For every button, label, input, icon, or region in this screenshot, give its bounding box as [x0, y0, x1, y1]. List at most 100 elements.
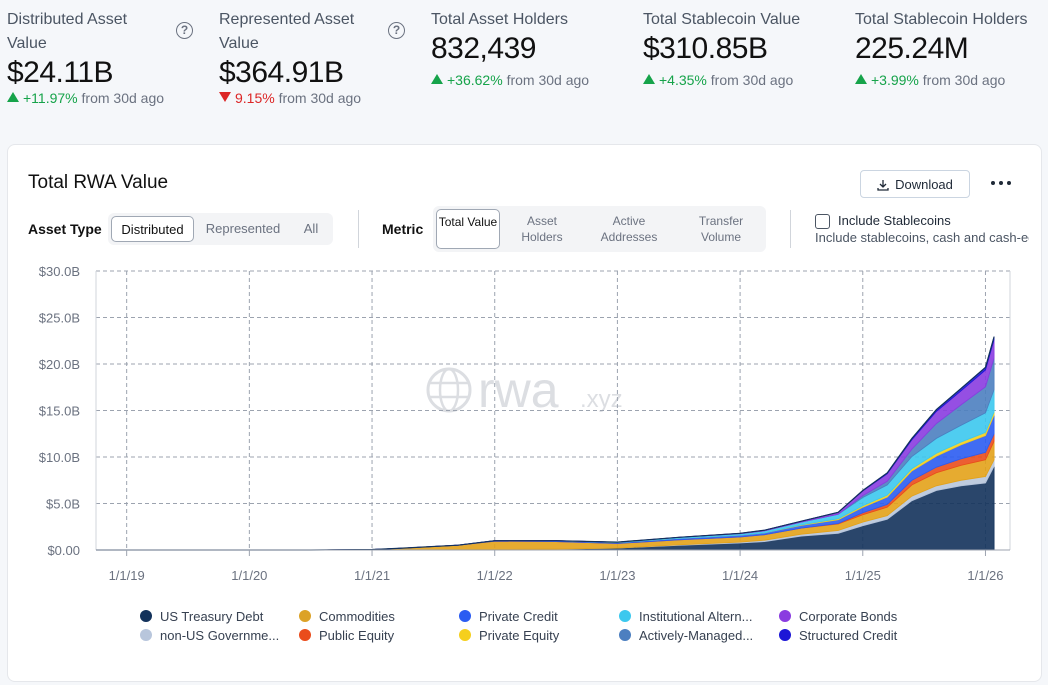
help-icon[interactable]: ?	[388, 22, 405, 39]
legend-item[interactable]: Institutional Altern...	[619, 609, 752, 624]
legend-swatch	[299, 629, 311, 641]
arrow-up-icon	[431, 74, 443, 84]
legend-item[interactable]: Private Equity	[459, 628, 559, 643]
legend-swatch	[140, 610, 152, 622]
stat-value: 225.24M	[855, 32, 969, 65]
stat-change-suffix: from 30d ago	[278, 90, 362, 106]
legend-item[interactable]: Corporate Bonds	[779, 609, 897, 624]
y-tick-label: $0.00	[47, 543, 80, 558]
globe-icon	[426, 367, 472, 413]
x-tick-label: 1/1/19	[109, 568, 145, 583]
x-tick-label: 1/1/23	[599, 568, 635, 583]
axis-layer: $0.00 $5.0B $10.0B $15.0B $20.0B $25.0B $30.0B…	[39, 264, 1010, 583]
total-line	[96, 336, 995, 551]
legend-label: Private Credit	[479, 609, 558, 624]
y-tick-label: $25.0B	[39, 311, 80, 326]
arrow-up-icon	[643, 74, 655, 84]
metric-transfer-volume[interactable]: Transfer Volume	[698, 214, 744, 244]
asset-type-distributed[interactable]: Distributed	[111, 216, 194, 242]
asset-type-represented[interactable]: Represented	[205, 221, 281, 236]
legend-swatch	[459, 610, 471, 622]
stat-change: +4.35% from 30d ago	[643, 72, 843, 88]
include-stablecoins-description: Include stablecoins, cash and cash-ec	[815, 230, 1029, 245]
y-tick-label: $20.0B	[39, 357, 80, 372]
legend-swatch	[140, 629, 152, 641]
arrow-up-icon	[7, 92, 19, 102]
x-tick-label: 1/1/21	[354, 568, 390, 583]
asset-type-selector: Distributed Represented All	[108, 213, 333, 245]
stat-change-suffix: from 30d ago	[922, 72, 1006, 88]
asset-type-label: Asset Type	[28, 221, 102, 237]
legend-label: Corporate Bonds	[799, 609, 898, 624]
card-title: Total RWA Value	[28, 172, 169, 193]
metric-asset-holders[interactable]: Asset Holders	[521, 214, 563, 244]
stats-row: Distributed Asset Value $24.11B +11.97% …	[0, 0, 1048, 140]
metric-selector: Total Value Asset Holders Active Address…	[433, 206, 766, 252]
x-tick-label: 1/1/24	[722, 568, 758, 583]
stat-change-suffix: from 30d ago	[710, 72, 794, 88]
include-stablecoins-label[interactable]: Include Stablecoins	[838, 213, 951, 228]
x-tick-label: 1/1/25	[845, 568, 881, 583]
stat-change-value: +36.62%	[447, 72, 503, 88]
stat-label: Represented Asset Value	[219, 11, 355, 52]
stat-total-asset-holders: Total Asset Holders 832,439 +36.62% from…	[431, 8, 631, 88]
help-icon[interactable]: ?	[176, 22, 193, 39]
stat-change-value: +3.99%	[871, 72, 919, 88]
arrow-up-icon	[855, 74, 867, 84]
include-stablecoins-checkbox[interactable]	[815, 214, 830, 229]
chart-legend: US Treasury Debt Commodities Private Cre…	[8, 605, 1043, 655]
legend-swatch	[299, 610, 311, 622]
divider	[358, 210, 359, 248]
legend-item[interactable]: Commodities	[299, 609, 395, 624]
stat-change-suffix: from 30d ago	[506, 72, 590, 88]
asset-type-all[interactable]: All	[303, 221, 319, 236]
x-tick-label: 1/1/22	[477, 568, 513, 583]
stat-change: +36.62% from 30d ago	[431, 72, 631, 88]
stat-label: Total Asset Holders	[431, 11, 568, 28]
legend-label: Public Equity	[319, 628, 395, 643]
y-tick-label: $15.0B	[39, 404, 80, 419]
legend-item[interactable]: Actively-Managed...	[619, 628, 753, 643]
legend-swatch	[619, 629, 631, 641]
download-button[interactable]: Download	[860, 170, 970, 198]
watermark-suffix: .xyz	[580, 386, 623, 413]
stat-value: $24.11B	[7, 56, 114, 89]
download-icon	[877, 179, 889, 191]
download-label: Download	[895, 176, 953, 192]
stat-distributed-asset-value: Distributed Asset Value $24.11B +11.97% …	[7, 8, 207, 106]
legend-item[interactable]: US Treasury Debt	[140, 609, 263, 624]
stat-represented-asset-value: Represented Asset Value $364.91B 9.15% f…	[219, 8, 419, 106]
x-tick-label: 1/1/26	[967, 568, 1003, 583]
x-tick-label: 1/1/20	[231, 568, 267, 583]
y-tick-label: $30.0B	[39, 264, 80, 279]
legend-item[interactable]: non-US Governme...	[140, 628, 279, 643]
more-options-icon[interactable]	[991, 175, 1015, 191]
divider	[790, 210, 791, 248]
rwa-watermark: rwa .xyz	[426, 362, 623, 418]
legend-item[interactable]: Public Equity	[299, 628, 394, 643]
legend-item[interactable]: Private Credit	[459, 609, 558, 624]
metric-label: Metric	[382, 221, 424, 237]
stat-change: +11.97% from 30d ago	[7, 90, 207, 106]
legend-label: Structured Credit	[799, 628, 898, 643]
rwa-area-chart: rwa .xyz $0.00 $5.0B $10.0B $15.0B $20.0B $25…	[39, 264, 1011, 583]
metric-total-value[interactable]: Total Value	[436, 209, 500, 249]
metric-active-addresses[interactable]: Active Addresses	[600, 214, 658, 244]
stat-change-suffix: from 30d ago	[81, 90, 165, 106]
stat-value: 832,439	[431, 32, 536, 65]
stat-label: Total Stablecoin Value	[643, 11, 801, 28]
legend-label: Actively-Managed...	[639, 628, 754, 643]
y-tick-label: $5.0B	[46, 497, 80, 512]
watermark-text: rwa	[478, 362, 559, 418]
legend-label: non-US Governme...	[160, 628, 280, 643]
stat-change-value: +11.97%	[23, 90, 78, 106]
legend-swatch	[779, 629, 791, 641]
legend-item[interactable]: Structured Credit	[779, 628, 897, 643]
stat-change-value: 9.15%	[235, 90, 275, 106]
stat-change: +3.99% from 30d ago	[855, 72, 1048, 88]
legend-label: Commodities	[319, 609, 395, 624]
globe-meridian	[438, 367, 460, 413]
legend-label: US Treasury Debt	[160, 609, 264, 624]
y-tick-label: $10.0B	[39, 450, 80, 465]
area-layer	[96, 336, 995, 551]
